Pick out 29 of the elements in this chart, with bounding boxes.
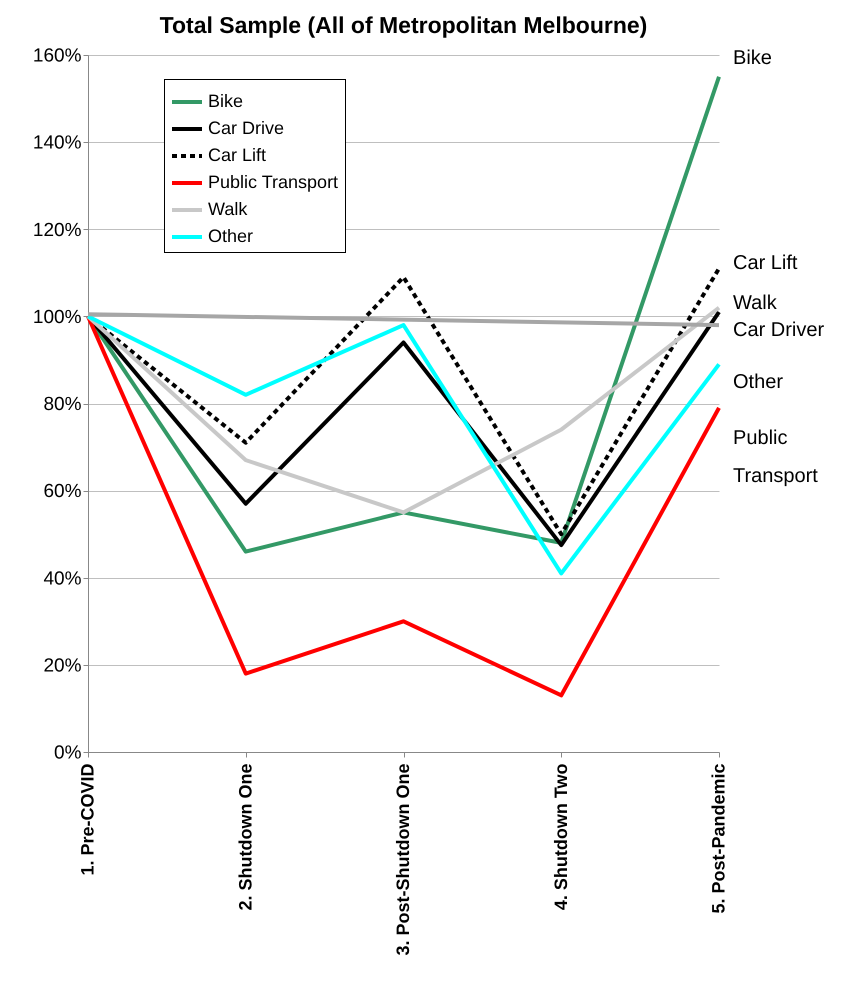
legend-label: Car Drive	[208, 118, 284, 138]
legend-label: Other	[208, 226, 254, 246]
y-tick-label: 80%	[43, 394, 82, 415]
x-tick-label: 4. Shutdown Two	[550, 764, 571, 910]
line-series	[86, 306, 721, 514]
x-tick-label: 2. Shutdown One	[235, 764, 256, 910]
y-tick-label: 140%	[32, 132, 82, 154]
x-tick-label: 5. Post-Pandemic	[708, 764, 728, 914]
y-tick-label: 100%	[32, 306, 82, 328]
line-series	[86, 314, 721, 698]
y-tick-label: 60%	[43, 481, 82, 502]
legend-label: Public Transport	[208, 172, 338, 192]
y-tick-label: 40%	[43, 568, 82, 590]
legend-label: Walk	[208, 199, 248, 219]
text: Walk	[733, 292, 778, 314]
text: Bike	[733, 47, 772, 69]
x-tick-label: 3. Post-Shutdown One	[393, 764, 413, 956]
y-tick-label: 0%	[54, 742, 82, 764]
y-tick-label: 160%	[32, 46, 82, 66]
text: Car Driver	[733, 319, 824, 341]
text: Car Lift	[733, 252, 798, 274]
chart-title: Total Sample (All of Metropolitan Melbourne)	[160, 12, 648, 38]
legend-label: Bike	[208, 91, 244, 111]
legend-label: Car Lift	[208, 145, 266, 165]
y-tick-label: 20%	[43, 655, 82, 676]
text: Public Transport	[733, 427, 818, 487]
x-tick-label: 1. Pre-COVID	[78, 764, 98, 876]
y-tick-label: 120%	[32, 220, 82, 241]
text: Other	[733, 371, 784, 393]
